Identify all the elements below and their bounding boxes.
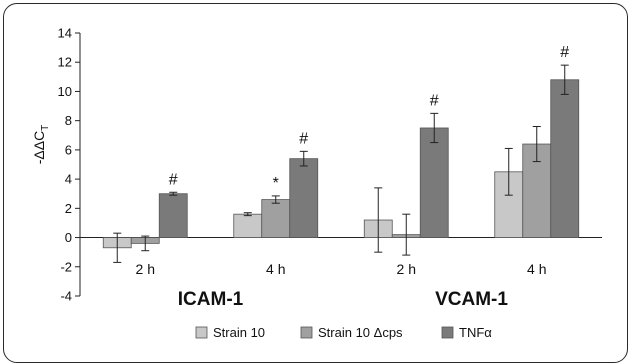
y-tick-label: -4	[60, 289, 72, 304]
x-category-label: 4 h	[527, 261, 546, 277]
bar	[419, 127, 449, 238]
legend-label: Strain 10	[213, 325, 265, 340]
bar-chart: -4 -2 0 2 4 6 8 10 12 14 -ΔΔCT # * # # #2 h 4 h 2 h 4 h ICA…	[31, 26, 602, 340]
bar	[261, 199, 291, 238]
y-tick-label: -2	[60, 259, 72, 274]
significance-marker: #	[560, 44, 569, 61]
significance-marker: #	[299, 130, 308, 147]
group-label: ICAM-1	[178, 289, 244, 310]
legend-label: Strain 10 Δcps	[318, 325, 403, 340]
bar	[158, 193, 188, 238]
legend-label: TNFα	[459, 325, 492, 340]
y-tick-label: 2	[65, 201, 72, 216]
bar	[550, 79, 580, 238]
legend-swatch	[195, 326, 208, 339]
y-tick-label: 8	[65, 113, 72, 128]
legend-swatch	[300, 326, 313, 339]
significance-marker: #	[430, 92, 439, 109]
y-tick-label: 14	[58, 26, 72, 41]
x-category-label: 4 h	[266, 261, 285, 277]
y-tick-label: 6	[65, 142, 72, 157]
bar	[289, 158, 319, 238]
y-tick-label: 10	[58, 84, 72, 99]
y-axis-label: -ΔΔCT	[31, 125, 51, 165]
group-label: VCAM-1	[435, 289, 508, 310]
legend-swatch	[441, 326, 454, 339]
y-tick-label: 12	[58, 55, 72, 70]
bar	[233, 213, 263, 238]
y-tick-label: 0	[65, 230, 72, 245]
significance-marker: #	[169, 171, 178, 188]
x-category-label: 2 h	[397, 261, 416, 277]
x-category-label: 2 h	[136, 261, 155, 277]
significance-marker: *	[273, 175, 279, 192]
y-tick-label: 4	[65, 172, 72, 187]
